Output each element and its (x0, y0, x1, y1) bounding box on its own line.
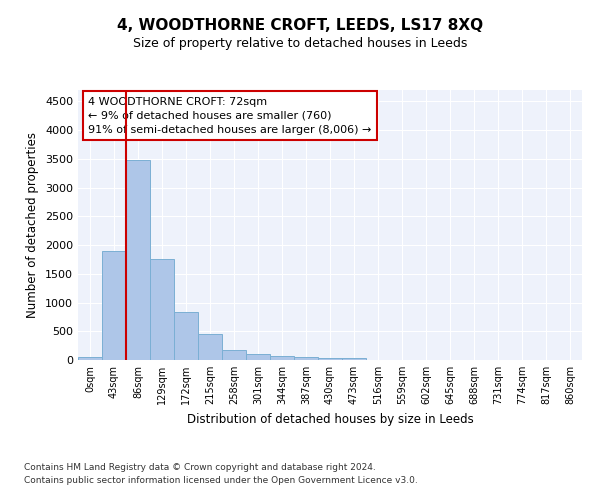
Bar (78, 357, 102, 360)
Bar (294, 358, 318, 360)
Bar (318, 358, 342, 360)
X-axis label: Distribution of detached houses by size in Leeds: Distribution of detached houses by size … (187, 412, 473, 426)
Text: 4, WOODTHORNE CROFT, LEEDS, LS17 8XQ: 4, WOODTHORNE CROFT, LEEDS, LS17 8XQ (117, 18, 483, 32)
Text: Size of property relative to detached houses in Leeds: Size of property relative to detached ho… (133, 38, 467, 51)
Text: 4 WOODTHORNE CROFT: 72sqm
← 9% of detached houses are smaller (760)
91% of semi-: 4 WOODTHORNE CROFT: 72sqm ← 9% of detach… (88, 97, 371, 134)
Y-axis label: Number of detached properties: Number of detached properties (26, 132, 40, 318)
Bar (198, 334, 222, 360)
Text: Contains public sector information licensed under the Open Government Licence v3: Contains public sector information licen… (24, 476, 418, 485)
Bar (126, 160, 150, 360)
Bar (270, 356, 294, 360)
Bar (150, 260, 174, 360)
Bar (174, 312, 198, 360)
Text: Contains HM Land Registry data © Crown copyright and database right 2024.: Contains HM Land Registry data © Crown c… (24, 464, 376, 472)
Bar (102, 251, 126, 360)
Bar (222, 350, 246, 360)
Bar (246, 354, 270, 360)
Bar (342, 358, 366, 360)
